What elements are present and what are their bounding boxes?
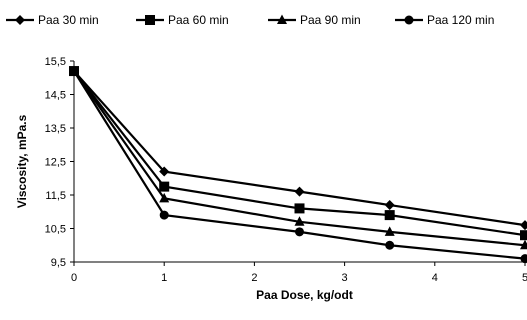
legend: Paa 30 min Paa 60 min Paa 90 min Paa 120 mi… bbox=[6, 13, 494, 27]
y-tick-label: 9,5 bbox=[51, 257, 66, 269]
y-tick-label: 15,5 bbox=[45, 56, 66, 68]
legend-entry: Paa 120 min bbox=[395, 13, 494, 27]
x-tick-label: 3 bbox=[342, 272, 348, 284]
data-point-circle bbox=[295, 227, 304, 237]
x-tick-label: 4 bbox=[432, 272, 438, 284]
y-tick-label: 14,5 bbox=[45, 90, 66, 102]
data-point-triangle bbox=[384, 226, 395, 236]
legend-label: Paa 120 min bbox=[427, 13, 494, 27]
legend-label: Paa 90 min bbox=[300, 13, 361, 27]
y-axis-title: Viscosity, mPa.s bbox=[15, 114, 29, 208]
data-point-circle bbox=[159, 210, 169, 220]
legend-entry: Paa 30 min bbox=[6, 13, 99, 27]
data-point-square bbox=[159, 181, 170, 192]
series-line bbox=[73, 70, 526, 227]
legend-label: Paa 30 min bbox=[38, 13, 99, 27]
x-tick-label: 2 bbox=[251, 272, 257, 284]
axes bbox=[70, 60, 526, 266]
legend-entry: Paa 60 min bbox=[136, 13, 229, 27]
legend-marker-circle bbox=[404, 15, 414, 25]
y-tick-label: 13,5 bbox=[45, 123, 66, 135]
legend-entry: Paa 90 min bbox=[268, 13, 361, 27]
data-point-triangle bbox=[159, 192, 170, 203]
legend-label: Paa 60 min bbox=[168, 13, 229, 27]
data-point-triangle bbox=[520, 239, 527, 250]
tick-labels: 9,5 10,5 11,5 12,5 13,5 14,5 15,5 0 1 2 3 4 5 bbox=[45, 56, 527, 284]
data-point-circle bbox=[385, 240, 395, 250]
series-circle bbox=[69, 66, 527, 264]
y-tick-label: 12,5 bbox=[45, 157, 66, 169]
data-point-square bbox=[294, 203, 305, 214]
data-point-square bbox=[520, 230, 527, 241]
series bbox=[69, 65, 527, 264]
data-point-diamond bbox=[520, 220, 527, 231]
data-point-diamond bbox=[384, 200, 395, 211]
legend-marker-triangle bbox=[277, 14, 287, 24]
x-axis-title: Paa Dose, kg/odt bbox=[256, 288, 353, 302]
legend-marker-diamond bbox=[15, 15, 25, 25]
data-point-circle bbox=[520, 254, 527, 264]
legend-marker-square bbox=[145, 15, 155, 25]
x-tick-label: 1 bbox=[161, 272, 167, 284]
x-tick-label: 0 bbox=[71, 272, 77, 284]
y-tick-label: 11,5 bbox=[45, 190, 66, 202]
data-point-triangle bbox=[294, 216, 305, 226]
data-point-square bbox=[384, 210, 395, 221]
x-tick-label: 5 bbox=[522, 272, 527, 284]
data-point-circle bbox=[69, 66, 79, 76]
series-square bbox=[69, 66, 527, 241]
data-point-diamond bbox=[159, 166, 170, 177]
series-triangle bbox=[69, 65, 527, 250]
y-tick-label: 10,5 bbox=[45, 224, 66, 236]
data-point-diamond bbox=[294, 186, 305, 197]
